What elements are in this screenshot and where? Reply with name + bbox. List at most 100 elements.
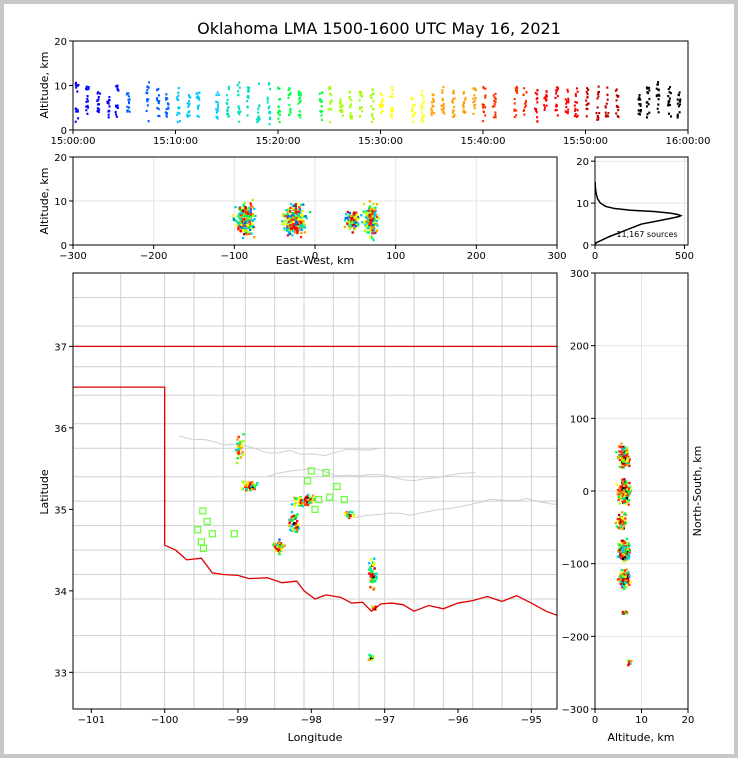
- ns-source-mark: [619, 462, 622, 465]
- source-mark: [421, 119, 424, 122]
- source-mark: [359, 90, 362, 94]
- source-mark: [329, 120, 332, 124]
- ns-source-mark: [623, 513, 626, 516]
- source-mark: [96, 110, 99, 113]
- source-mark: [441, 104, 444, 107]
- ew-source-mark: [365, 214, 368, 217]
- ns-source-mark: [628, 494, 631, 497]
- source-mark: [604, 111, 607, 114]
- ew-source-mark: [238, 227, 241, 230]
- source-mark: [536, 120, 539, 123]
- time-height-frame: [72, 40, 689, 131]
- ew-source-mark: [294, 207, 298, 211]
- source-mark: [575, 115, 578, 118]
- plan-source-mark: [288, 518, 292, 521]
- source-mark: [678, 111, 681, 114]
- source-mark: [586, 87, 589, 90]
- plan-source-mark: [251, 482, 254, 485]
- ew-source-mark: [300, 225, 304, 228]
- source-mark: [574, 94, 577, 97]
- ew-source-mark: [246, 212, 249, 215]
- source-mark: [176, 113, 179, 117]
- source-mark: [481, 106, 484, 109]
- station-marker: [199, 507, 207, 515]
- source-mark: [237, 106, 240, 109]
- ns-source-mark: [627, 490, 630, 493]
- ew-source-mark: [296, 229, 299, 232]
- ns-source-mark: [624, 550, 627, 554]
- source-mark: [246, 86, 249, 89]
- ew-source-mark: [252, 214, 255, 217]
- plan-source-mark: [277, 542, 281, 545]
- ew-source-mark: [350, 221, 354, 225]
- source-mark: [576, 109, 579, 112]
- ew-source-mark: [352, 223, 355, 226]
- plan-source-mark: [241, 480, 245, 483]
- source-mark: [257, 108, 260, 111]
- ew-source-mark: [305, 217, 308, 220]
- ew-source-mark: [373, 228, 376, 231]
- source-mark: [167, 107, 170, 110]
- ns-source-mark: [625, 542, 629, 546]
- source-mark: [319, 98, 322, 101]
- plan-source-mark: [373, 573, 377, 576]
- ew-source-mark: [251, 219, 255, 222]
- ns-source-mark: [622, 486, 625, 490]
- plan-source-mark: [372, 575, 375, 578]
- source-mark: [473, 107, 476, 110]
- ns-source-mark: [628, 583, 631, 586]
- ew-source-mark: [241, 218, 245, 221]
- plan-source-mark: [243, 483, 246, 486]
- ns-source-mark: [622, 501, 625, 504]
- source-mark: [226, 107, 229, 110]
- ew-source-mark: [343, 219, 347, 222]
- plan-source-mark: [293, 499, 296, 502]
- plan-source-mark: [346, 515, 350, 518]
- ew-source-mark: [363, 221, 367, 225]
- ns-source-mark: [619, 578, 622, 581]
- source-mark: [257, 115, 260, 118]
- ew-source-mark: [242, 203, 246, 207]
- ew-source-mark: [292, 222, 295, 225]
- ns-source-mark: [623, 461, 627, 465]
- source-mark: [536, 101, 539, 104]
- ns-source-mark: [627, 552, 630, 556]
- ns-source-mark: [621, 584, 624, 587]
- ew-source-mark: [349, 220, 352, 223]
- source-mark: [380, 100, 383, 104]
- ew-source-mark: [250, 232, 253, 235]
- source-mark: [116, 104, 119, 107]
- source-mark: [566, 88, 569, 91]
- plan-source-mark: [351, 511, 354, 514]
- ew-source-mark: [372, 222, 375, 225]
- ns-source-mark: [627, 546, 630, 549]
- source-mark: [411, 96, 414, 100]
- source-mark: [421, 117, 424, 120]
- source-mark: [646, 101, 649, 104]
- source-mark: [555, 89, 558, 92]
- plan-source-mark: [241, 450, 244, 454]
- ew-source-mark: [349, 226, 352, 229]
- ew-source-mark: [287, 208, 291, 211]
- source-mark: [116, 87, 119, 90]
- source-mark: [645, 105, 648, 108]
- ew-source-mark: [371, 236, 374, 240]
- plan-source-mark: [352, 515, 355, 518]
- source-mark: [238, 81, 241, 84]
- source-mark: [441, 97, 444, 101]
- ew-source-mark: [281, 213, 285, 216]
- source-mark: [116, 88, 119, 91]
- ew-source-mark: [368, 213, 372, 217]
- ew-source-mark: [293, 216, 296, 219]
- ns-source-mark: [618, 465, 622, 469]
- source-mark: [472, 101, 475, 104]
- source-mark: [269, 116, 272, 119]
- source-mark: [237, 105, 240, 108]
- source-mark: [164, 111, 167, 114]
- source-mark: [443, 112, 446, 115]
- ns-source-mark: [623, 483, 626, 486]
- ew-source-mark: [288, 232, 291, 236]
- ew-source-mark: [294, 224, 297, 228]
- source-mark: [146, 100, 149, 103]
- ns-source-mark: [620, 539, 624, 542]
